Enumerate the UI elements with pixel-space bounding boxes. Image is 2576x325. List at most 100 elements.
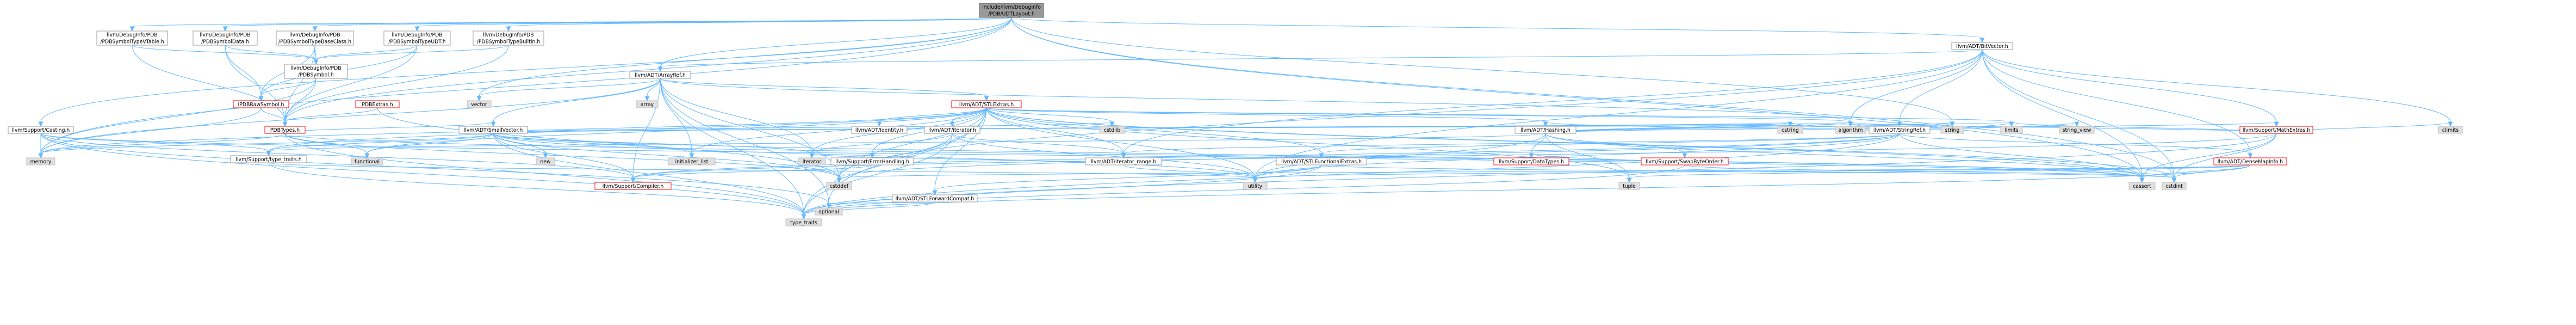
node-n23[interactable]: llvm/ADT/STLFunctionalExtras.h (1276, 157, 1367, 165)
node-n11[interactable]: PDBTypes.h (264, 126, 306, 134)
node-n5[interactable]: llvm/DebugInfo/PDB/PDBSymbolTypeBuiltin.… (473, 30, 544, 46)
node-label: llvm/DebugInfo/PDB (107, 32, 157, 38)
node-n6[interactable]: llvm/DebugInfo/PDB/PDBSymbol.h (284, 64, 348, 79)
node-label: type_traits (790, 220, 817, 226)
node-box (1951, 42, 2013, 50)
node-box (636, 100, 659, 108)
node-n20[interactable]: llvm/Support/type_traits.h (230, 155, 307, 163)
node-n15[interactable]: llvm/Support/MathExtras.h (2239, 126, 2313, 134)
node-label: llvm/Support/MathExtras.h (2243, 127, 2310, 133)
node-s17: cassert (2128, 182, 2156, 190)
node-n13[interactable]: llvm/ADT/SmallVector.h (458, 126, 528, 134)
edge-line (284, 133, 804, 215)
edge-line (314, 17, 1012, 27)
edge-line (1982, 49, 2277, 122)
node-n3[interactable]: llvm/DebugInfo/PDB/PDBSymbolTypeBaseClas… (276, 30, 354, 46)
node-label: string (1945, 127, 1960, 133)
edge-line (1255, 133, 1546, 179)
edge-line (284, 45, 418, 122)
edge-line (284, 107, 378, 122)
edge-arrowhead (38, 121, 44, 127)
edge-n14-to-s20 (801, 133, 1900, 220)
node-box (2162, 182, 2187, 190)
node-n14[interactable]: llvm/ADT/StringRef.h (1869, 126, 1931, 134)
node-n22[interactable]: llvm/ADT/iterator_range.h (1085, 157, 1162, 165)
node-n1[interactable]: llvm/DebugInfo/PDB/PDBSymbolTypeVTable.h (96, 30, 168, 46)
edge-arrowhead (1787, 121, 1793, 127)
edge-n7-to-s0 (476, 78, 661, 102)
node-label: cstddef (830, 183, 849, 189)
node-box (1099, 126, 1125, 134)
edge-arrowhead (1682, 153, 1687, 159)
node-n16[interactable]: llvm/Support/Casting.h (8, 126, 74, 134)
edge-arrowhead (2248, 153, 2253, 159)
edge-line (284, 78, 316, 122)
edge-line (268, 162, 1256, 179)
edge-n13-to-s7 (493, 121, 1115, 134)
edge-arrowhead (258, 96, 264, 102)
edge-arrowhead (1950, 121, 1955, 127)
edge-n26-to-s18 (1684, 164, 2177, 183)
edge-line (367, 133, 494, 154)
node-s18: cstdint (2162, 182, 2187, 190)
node-n8[interactable]: llvm/ADT/BitVector.h (1951, 42, 2013, 50)
node-n9[interactable]: IPDBRawSymbol.h (233, 100, 289, 108)
node-n19[interactable]: llvm/ADT/Identity.h (851, 126, 908, 134)
edge-arrowhead (2171, 177, 2177, 183)
edge-line (828, 107, 987, 204)
node-label: PDBExtras.h (362, 102, 393, 108)
node-n18[interactable]: llvm/ADT/iterator.h (924, 126, 980, 134)
edge-arrowhead (809, 153, 815, 159)
edge-n6-to-n9 (258, 78, 316, 102)
edge-n7-to-s2 (38, 78, 661, 159)
node-n28[interactable]: llvm/ADT/STLForwardCompat.h (892, 194, 978, 203)
edge-n24-to-s17 (2139, 164, 2251, 183)
edge-n8-to-s13 (1982, 49, 2453, 127)
edge-line (268, 162, 804, 215)
edge-line (284, 45, 315, 122)
node-n21[interactable]: llvm/Support/ErrorHandling.h (830, 157, 914, 165)
edge-line (1011, 17, 1983, 39)
edge-line (986, 107, 1322, 154)
edge-line (1123, 133, 1900, 154)
edge-line (315, 45, 509, 60)
node-n25[interactable]: llvm/Support/DataTypes.h (1493, 157, 1569, 165)
edges-layer (38, 17, 2453, 220)
edge-line (508, 17, 1012, 27)
node-label: /PDBSymbolTypeBaseClass.h (278, 39, 351, 45)
edge-n1-to-n11 (132, 45, 288, 127)
edge-arrowhead (1121, 153, 1126, 159)
node-box (1940, 126, 1964, 134)
edge-line (1011, 17, 2175, 179)
node-n27[interactable]: llvm/Support/Compiler.h (594, 182, 672, 190)
edge-arrowhead (129, 26, 135, 32)
edge-line (632, 78, 661, 179)
node-n2[interactable]: llvm/DebugInfo/PDB/PDBSymbolData.h (193, 30, 258, 46)
edge-n10-to-n11 (282, 107, 378, 127)
edge-line (632, 164, 873, 179)
node-label: llvm/ADT/iterator.h (928, 127, 976, 133)
edge-line (479, 17, 1012, 97)
node-box (96, 30, 168, 46)
node-n10[interactable]: PDBExtras.h (355, 100, 400, 108)
edge-arrowhead (877, 121, 882, 127)
node-n4[interactable]: llvm/DebugInfo/PDB/PDBSymbolTypeUDT.h (383, 30, 451, 46)
node-s4: new (536, 157, 555, 165)
node-n12[interactable]: llvm/ADT/STLExtras.h (951, 100, 1022, 108)
edge-line (479, 78, 661, 97)
node-n0[interactable]: include/llvm/DebugInfo/PDB/UDTLayout.h (979, 3, 1044, 18)
edge-n21-to-n27 (630, 164, 873, 183)
node-n7[interactable]: llvm/ADT/ArrayRef.h (629, 71, 691, 79)
node-n26[interactable]: llvm/Support/SwapByteOrder.h (1641, 157, 1729, 165)
node-n24[interactable]: llvm/ADT/DenseMapInfo.h (2213, 157, 2287, 165)
edge-line (839, 164, 2251, 179)
edge-line (493, 121, 2012, 134)
edge-arrowhead (1109, 121, 1115, 127)
node-box (979, 3, 1044, 18)
node-s6: iterator (798, 157, 826, 165)
node-box (2213, 157, 2287, 165)
node-label: llvm/DebugInfo/PDB (392, 32, 442, 38)
edge-n7-to-n13 (491, 78, 661, 127)
node-n17[interactable]: llvm/ADT/Hashing.h (1514, 126, 1576, 134)
edge-line (260, 78, 316, 97)
